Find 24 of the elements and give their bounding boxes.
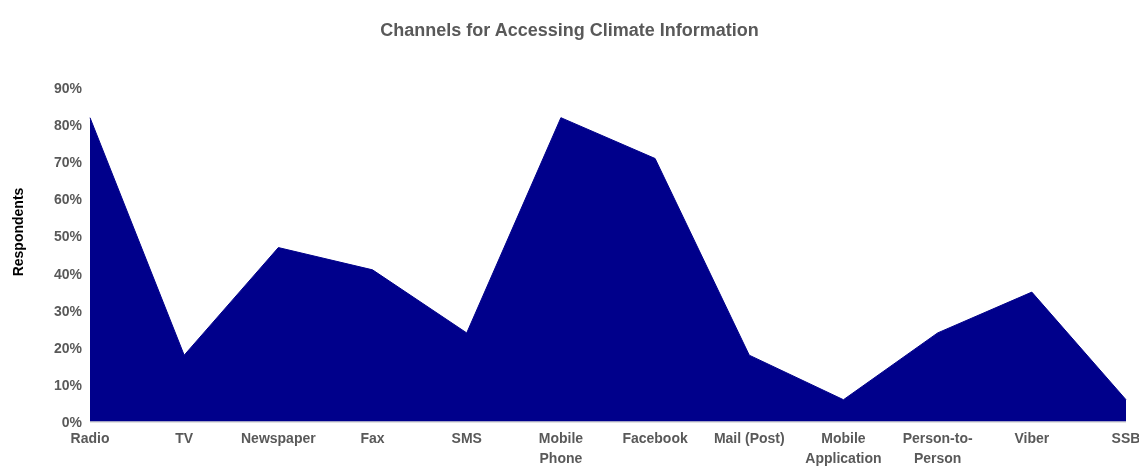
x-tick-label: Mail (Post) <box>713 430 785 446</box>
x-tick-label: TV <box>175 430 194 446</box>
x-tick-label: Viber <box>1014 430 1050 446</box>
x-tick-label: Facebook <box>622 430 688 446</box>
y-tick-label: 30% <box>53 302 83 319</box>
y-tick-label: 90% <box>53 79 83 96</box>
x-tick-label: Person-to-Person <box>902 430 973 466</box>
x-tick-label: Mobile Application <box>805 430 882 466</box>
y-tick-label: 0% <box>61 413 83 430</box>
x-tick-label: SSB <box>1111 430 1139 446</box>
y-tick-label: 80% <box>53 117 83 134</box>
y-tick-label: 50% <box>53 228 83 245</box>
x-tick-label: Radio <box>70 430 110 446</box>
y-tick-label: 70% <box>53 154 83 171</box>
y-tick-label: 60% <box>53 191 83 208</box>
y-axis-title: Respondents <box>9 187 26 277</box>
x-tick-label: Mobile Phone <box>538 430 584 466</box>
chart-title: Channels for Accessing Climate Information <box>379 19 760 42</box>
x-tick-label: Fax <box>360 430 385 446</box>
x-tick-label: SMS <box>451 430 482 446</box>
x-tick-label: Newspaper <box>241 430 317 446</box>
y-tick-label: 40% <box>53 265 83 282</box>
y-tick-label: 10% <box>53 376 83 393</box>
y-tick-label: 20% <box>53 339 83 356</box>
